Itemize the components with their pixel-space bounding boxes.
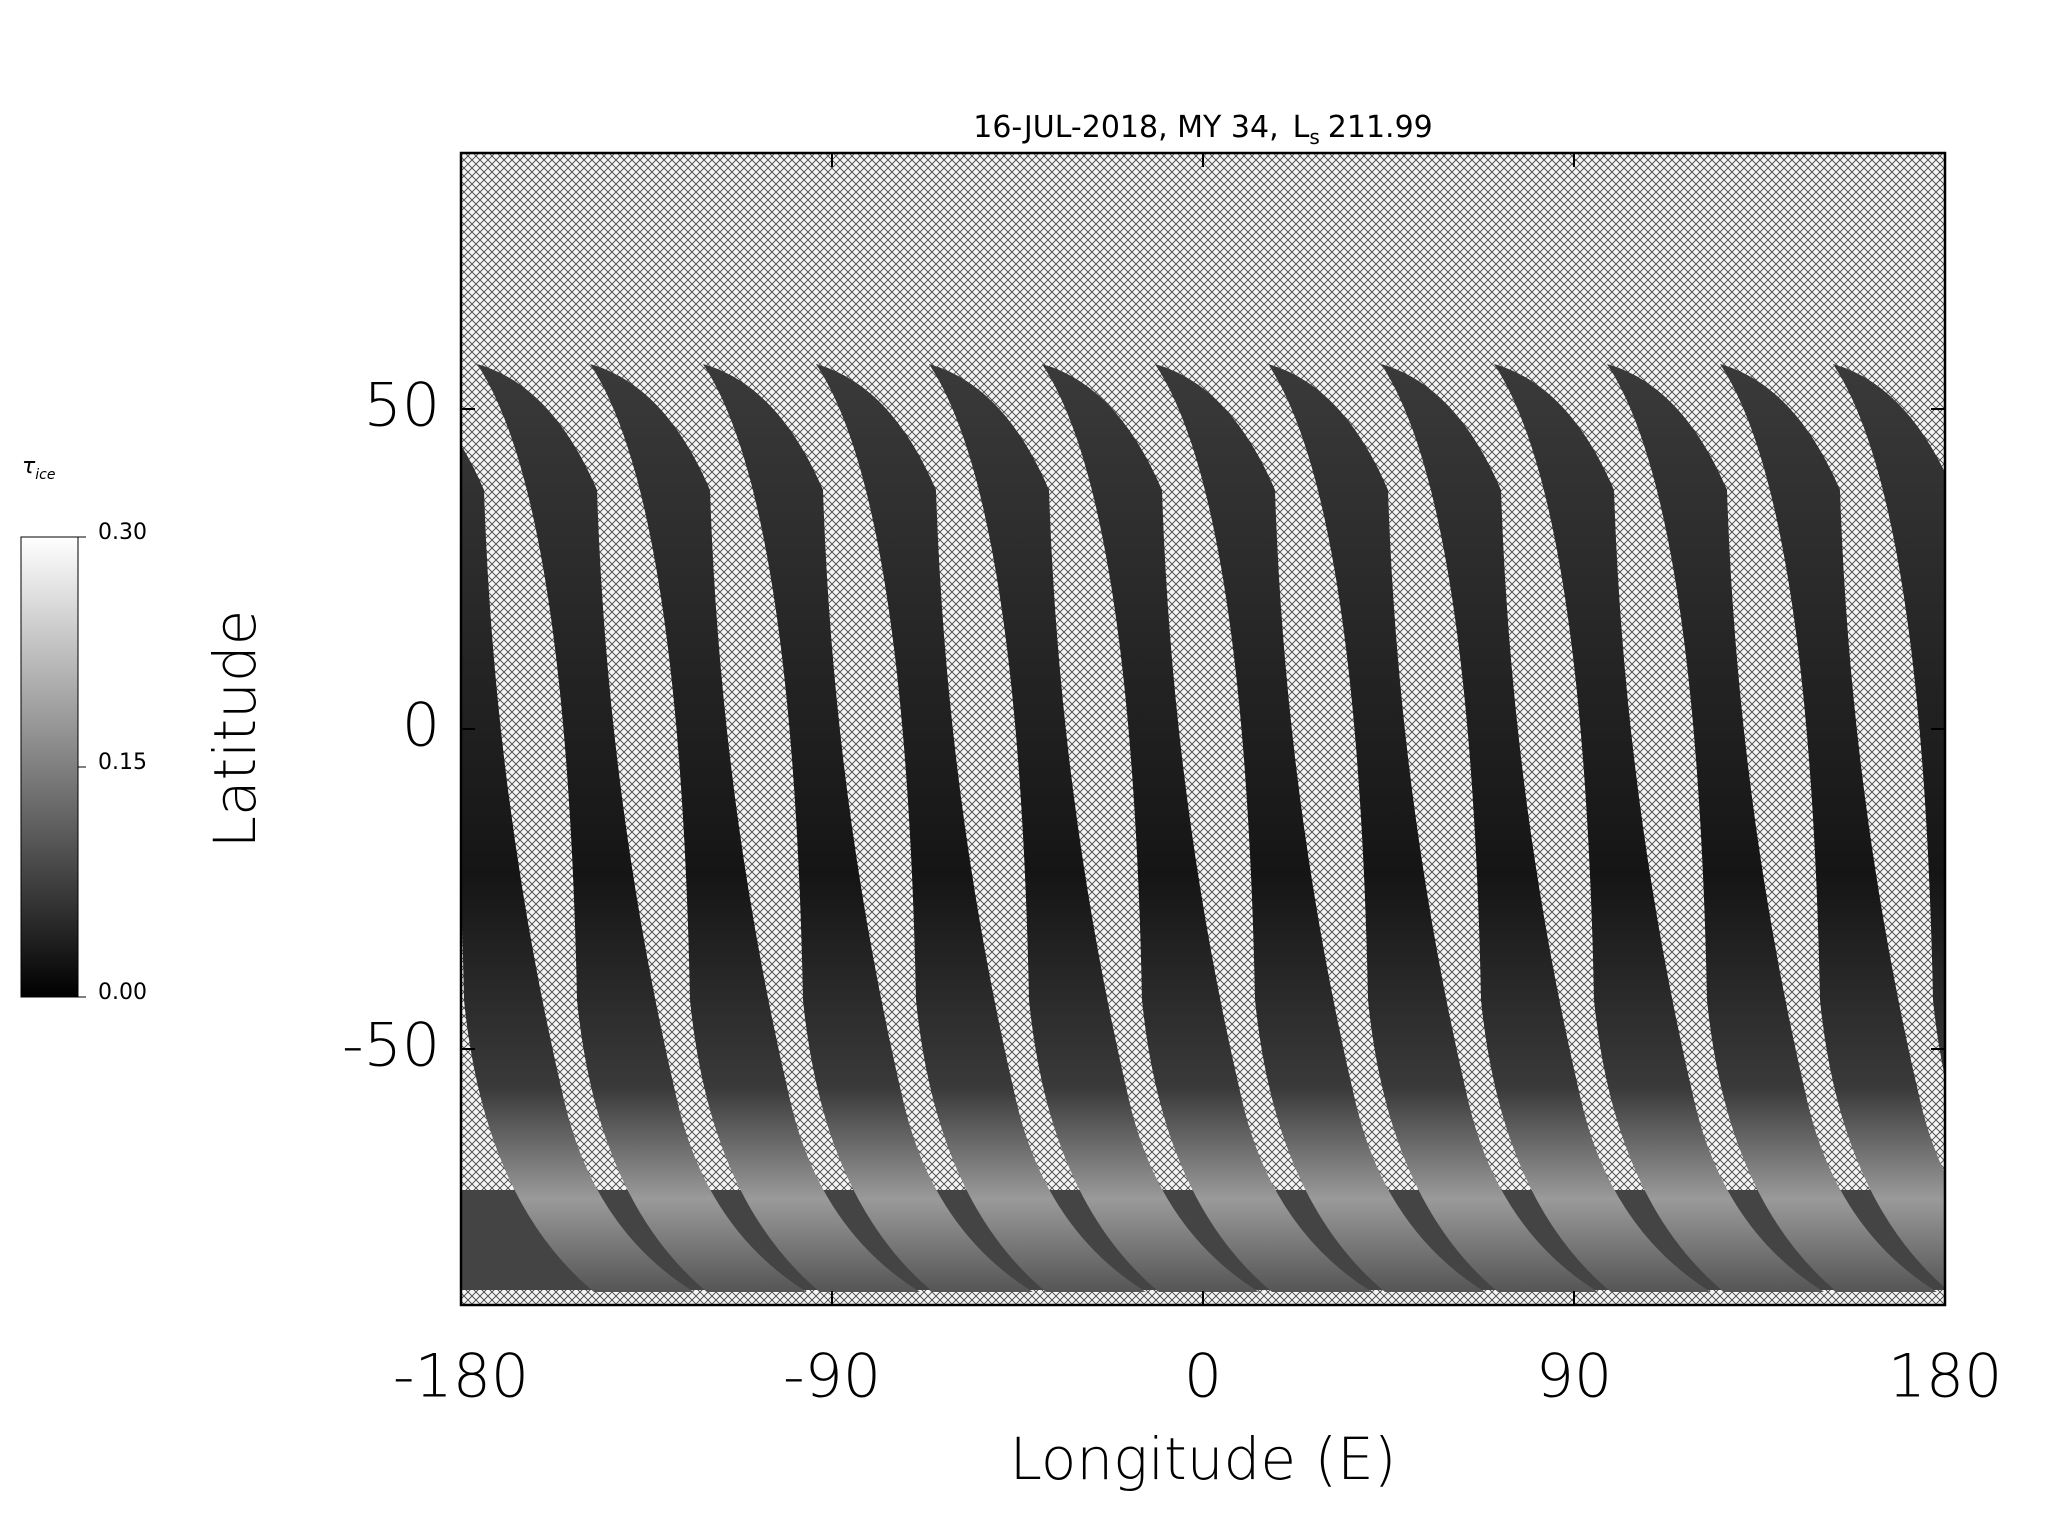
x-tick-label: -90 bbox=[783, 1342, 881, 1412]
y-axis-label: Latitude bbox=[201, 610, 269, 849]
x-tick-label: 0 bbox=[1184, 1342, 1222, 1412]
chart-title: 16-JUL-2018, MY 34, Ls 211.99 bbox=[973, 110, 1433, 149]
y-tick-label: 0 bbox=[402, 691, 440, 761]
swath bbox=[1268, 364, 1598, 1292]
swath bbox=[1155, 364, 1485, 1292]
colorbar bbox=[20, 536, 79, 998]
swath bbox=[1833, 364, 1945, 1078]
colorbar-tick-label: 0.00 bbox=[98, 980, 147, 1005]
swath bbox=[816, 364, 1146, 1292]
swath bbox=[477, 364, 807, 1292]
swath bbox=[1720, 364, 1945, 1288]
swath bbox=[1607, 364, 1937, 1292]
swaths bbox=[461, 364, 1945, 1292]
swath bbox=[461, 445, 694, 1292]
x-tick-label: -180 bbox=[393, 1342, 529, 1412]
x-tick-label: 180 bbox=[1888, 1342, 2003, 1412]
swath bbox=[1042, 364, 1372, 1292]
colorbar-tick-label: 0.15 bbox=[98, 750, 147, 775]
colorbar-tick-label: 0.30 bbox=[98, 520, 147, 545]
swath bbox=[703, 364, 1033, 1292]
colorbar-label: τice bbox=[22, 454, 55, 483]
y-tick-label: -50 bbox=[342, 1011, 440, 1081]
swath bbox=[929, 364, 1259, 1292]
swath bbox=[1494, 364, 1824, 1292]
x-axis-label: Longitude (E) bbox=[1010, 1425, 1397, 1493]
swath bbox=[1381, 364, 1711, 1292]
x-tick-label: 90 bbox=[1536, 1342, 1612, 1412]
swath bbox=[590, 364, 920, 1292]
y-tick-label: 50 bbox=[364, 371, 440, 441]
